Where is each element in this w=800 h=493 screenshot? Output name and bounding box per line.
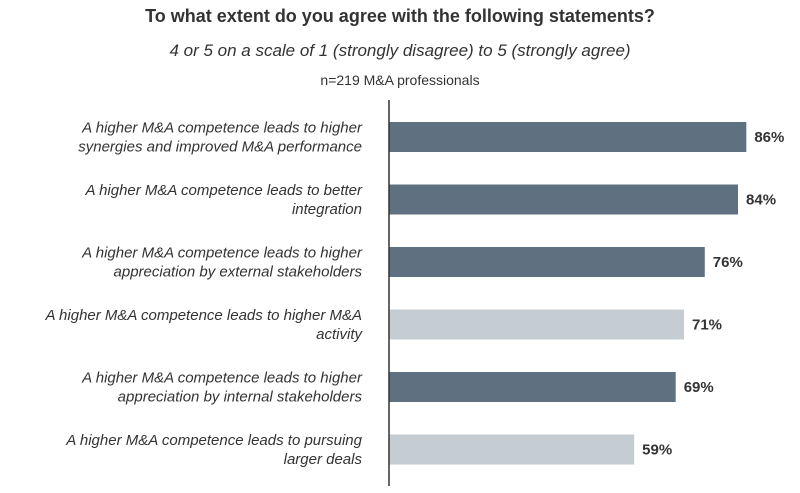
category-label: A higher M&A competence leads to higher — [81, 370, 363, 387]
bar — [389, 434, 635, 465]
bar — [389, 247, 705, 277]
value-label: 76% — [713, 254, 743, 271]
category-label: A higher M&A competence leads to higher … — [44, 307, 362, 324]
bar — [389, 122, 747, 152]
category-label: integration — [292, 201, 362, 218]
category-label: activity — [316, 326, 363, 343]
chart-subtitle: 4 or 5 on a scale of 1 (strongly disagre… — [169, 41, 631, 60]
chart-title: To what extent do you agree with the fol… — [145, 6, 655, 26]
category-label: A higher M&A competence leads to higher — [81, 245, 363, 262]
value-label: 84% — [746, 192, 776, 209]
category-label: larger deals — [284, 451, 363, 468]
category-label: A higher M&A competence leads to better — [84, 182, 363, 199]
value-label: 86% — [754, 129, 784, 146]
value-label: 59% — [642, 442, 672, 459]
value-label: 69% — [684, 379, 714, 396]
bar — [389, 309, 685, 340]
sample-size-note: n=219 M&A professionals — [320, 72, 480, 88]
category-label: A higher M&A competence leads to pursuin… — [65, 432, 362, 449]
bar — [389, 372, 676, 402]
value-label: 71% — [692, 317, 722, 334]
category-label: A higher M&A competence leads to higher — [81, 120, 363, 137]
category-label: synergies and improved M&A performance — [78, 139, 362, 156]
category-label: appreciation by internal stakeholders — [118, 389, 363, 406]
category-label: appreciation by external stakeholders — [114, 264, 363, 281]
bar — [389, 184, 739, 215]
